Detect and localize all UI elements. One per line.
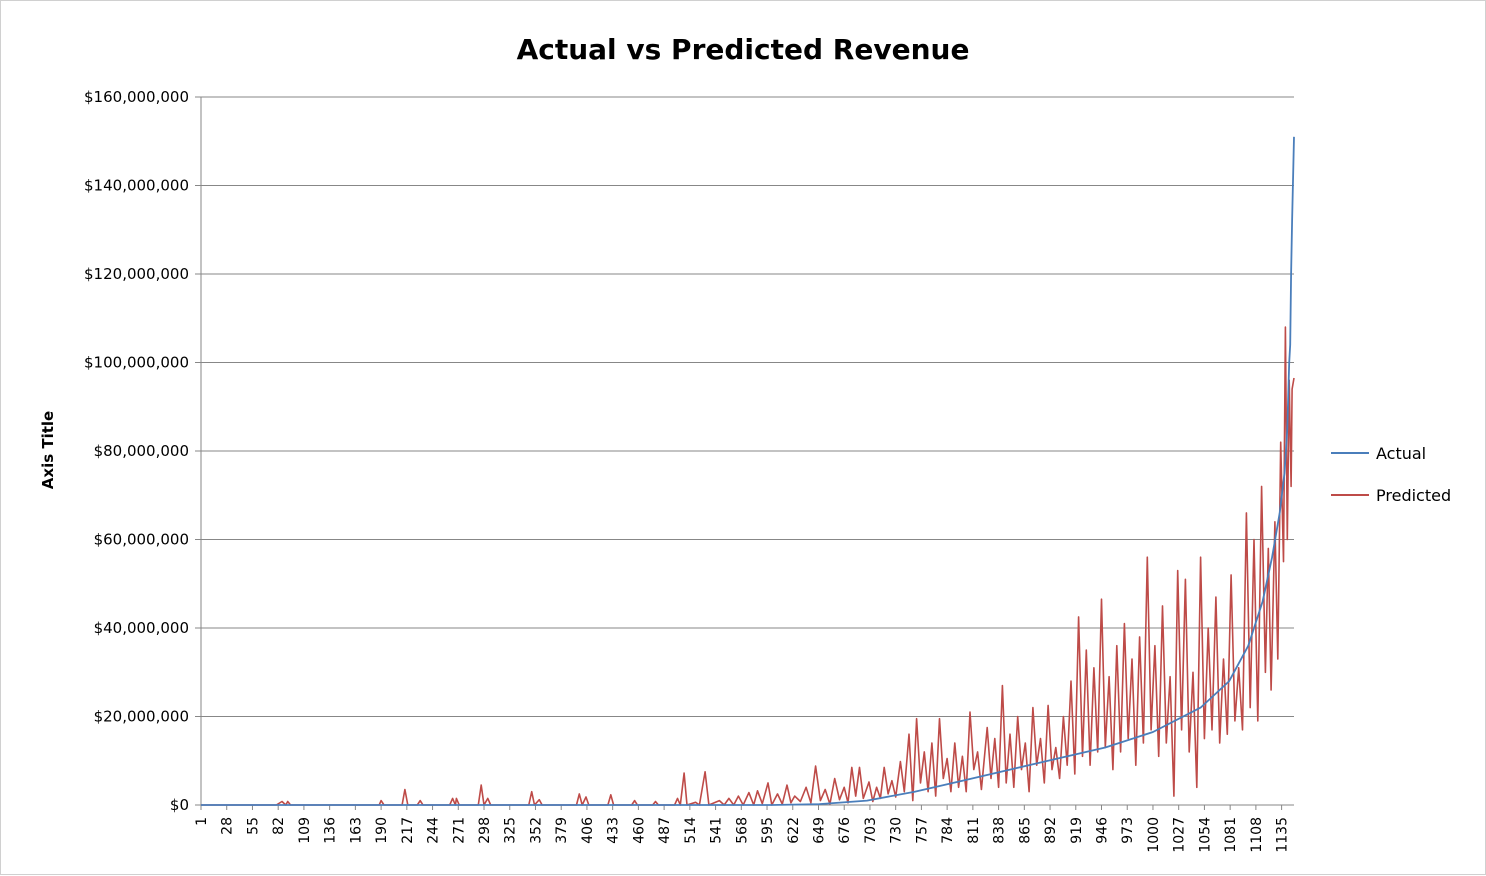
y-tick-label: $100,000,000: [84, 354, 189, 372]
x-tick-label: 325: [503, 817, 519, 844]
x-tick-label: 352: [528, 817, 544, 844]
y-tick-label: $60,000,000: [94, 531, 189, 549]
x-tick-label: 838: [992, 817, 1008, 844]
x-tick-label: 163: [348, 817, 364, 844]
x-tick-label: 892: [1043, 817, 1059, 844]
x-tick-label: 676: [837, 817, 853, 844]
y-tick-label: $160,000,000: [84, 88, 189, 106]
legend-label-predicted: Predicted: [1376, 486, 1451, 505]
legend: Actual Predicted: [1331, 444, 1451, 505]
x-tick-label: 298: [477, 817, 493, 844]
x-tick-label: 109: [297, 817, 313, 844]
y-tick-label: $140,000,000: [84, 177, 189, 195]
x-tick-label: 649: [811, 817, 827, 844]
x-tick-label: 973: [1120, 817, 1136, 844]
x-tick-label: 784: [940, 817, 956, 844]
x-tick-label: 811: [966, 817, 982, 844]
series-lines: [201, 136, 1295, 806]
x-tick-label: 487: [657, 817, 673, 844]
y-tick-label: $0: [170, 796, 189, 814]
x-tick-label: 514: [683, 817, 699, 844]
y-tick-label: $20,000,000: [94, 708, 189, 726]
x-tick-label: 136: [323, 817, 339, 844]
x-tick-label: 541: [709, 817, 725, 844]
x-tick-label: 379: [554, 817, 570, 844]
x-tick-label: 622: [786, 817, 802, 844]
x-tick-label: 244: [426, 817, 442, 844]
series-line-predicted: [201, 326, 1295, 806]
x-tick-label: 55: [245, 817, 261, 835]
x-tick-label: 1135: [1275, 817, 1291, 853]
x-tick-label: 865: [1017, 817, 1033, 844]
y-axis-ticks: $0 $20,000,000 $40,000,000 $60,000,000 $80,0…: [84, 88, 189, 814]
x-tick-label: 28: [220, 817, 236, 835]
series-line-actual: [201, 136, 1295, 806]
chart-title: Actual vs Predicted Revenue: [517, 33, 970, 66]
y-axis-title: Axis Title: [39, 411, 57, 489]
x-tick-label: 460: [631, 817, 647, 844]
x-tick-label: 757: [914, 817, 930, 844]
x-tick-label: 1108: [1249, 817, 1265, 853]
legend-label-actual: Actual: [1376, 444, 1426, 463]
x-tick-label: 1027: [1172, 817, 1188, 853]
x-tick-label: 406: [580, 817, 596, 844]
x-tick-label: 730: [889, 817, 905, 844]
y-tick-label: $80,000,000: [94, 442, 189, 460]
x-tick-label: 568: [734, 817, 750, 844]
x-tick-label: 595: [760, 817, 776, 844]
x-tick-label: 82: [271, 817, 287, 835]
y-tick-label: $40,000,000: [94, 619, 189, 637]
x-tick-label: 1054: [1197, 817, 1213, 853]
y-tick-label: $120,000,000: [84, 265, 189, 283]
x-tick-label: 190: [374, 817, 390, 844]
x-tick-label: 271: [451, 817, 467, 844]
x-tick-label: 919: [1069, 817, 1085, 844]
x-tick-label: 1: [194, 817, 210, 826]
x-tick-label: 703: [863, 817, 879, 844]
x-tick-label: 217: [400, 817, 416, 844]
x-tick-label: 433: [606, 817, 622, 844]
x-axis-ticks: 1 28 55 82 109 136 163 190 217 244 271 298 325 352 379…: [194, 817, 1291, 853]
x-tick-label: 946: [1095, 817, 1111, 844]
x-tick-label: 1081: [1223, 817, 1239, 853]
x-tick-label: 1000: [1146, 817, 1162, 853]
